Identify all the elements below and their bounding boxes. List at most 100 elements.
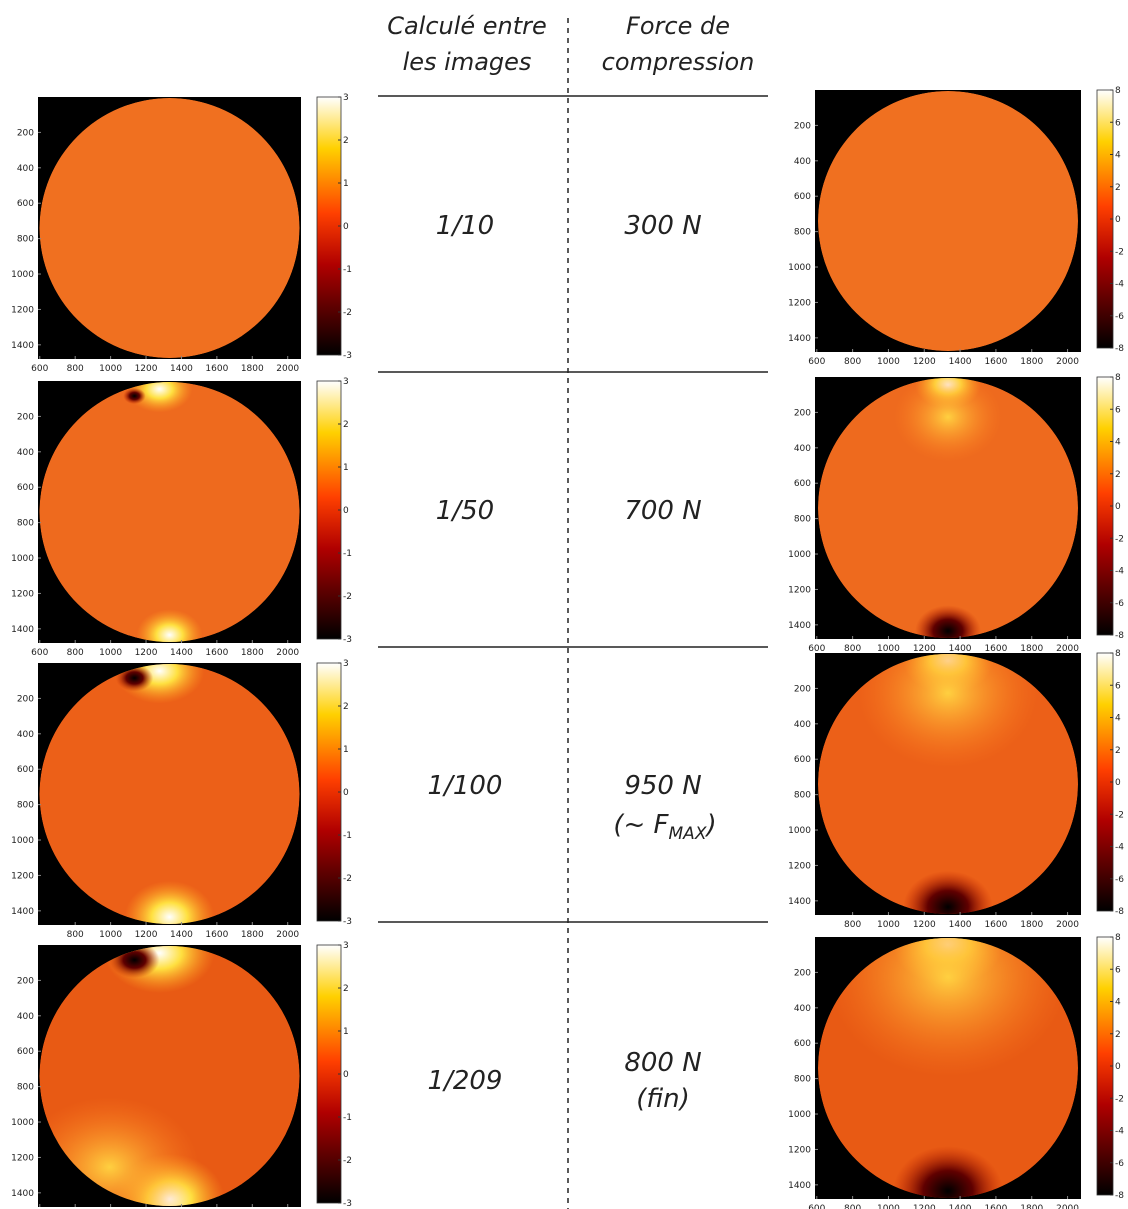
colorbar-tick-label: -4: [1115, 1127, 1124, 1137]
y-tick-label: 600: [794, 479, 811, 489]
y-tick-label: 1200: [788, 1145, 811, 1155]
y-tick-label: 200: [17, 128, 34, 138]
colorbar-tick-label: -4: [1115, 280, 1124, 290]
colorbar-tick-label: 1: [343, 745, 349, 755]
y-tick-label: 200: [794, 408, 811, 418]
hot-spot: [124, 880, 215, 924]
colorbar-tick-label: -8: [1115, 1191, 1124, 1201]
colorbar-tick-label: -3: [343, 351, 352, 361]
x-tick-label: 1200: [913, 920, 936, 930]
x-tick-label: 800: [67, 930, 84, 940]
y-tick-label: 200: [794, 968, 811, 978]
field: [39, 664, 300, 924]
x-tick-label: 800: [844, 920, 861, 930]
x-tick-label: 1400: [170, 930, 193, 940]
x-tick-label: 1400: [170, 364, 193, 374]
colorbar-tick-label: 2: [1115, 746, 1121, 756]
colorbar-tick-label: -2: [343, 874, 352, 884]
x-tick-label: 1800: [1020, 1204, 1043, 1209]
colorbar-tick-label: 0: [1115, 1062, 1121, 1072]
x-tick-label: 1400: [949, 1204, 972, 1209]
x-tick-label: 1200: [913, 1204, 936, 1209]
y-tick-label: 1000: [788, 1110, 811, 1120]
y-tick-label: 1000: [11, 554, 34, 564]
y-tick-label: 800: [794, 228, 811, 238]
x-tick-label: 1600: [984, 644, 1007, 654]
colorbar-tick-label: 4: [1115, 998, 1121, 1008]
y-tick-label: 1200: [11, 305, 34, 315]
colorbar-tick-label: -2: [1115, 534, 1124, 544]
y-tick-label: 800: [794, 1075, 811, 1085]
force-label: 700 N: [624, 496, 701, 526]
y-tick-label: 800: [17, 519, 34, 529]
specimen-disc: [39, 664, 300, 924]
y-tick-label: 200: [17, 694, 34, 704]
warm-zone: [894, 378, 1002, 462]
x-tick-label: 1800: [241, 364, 264, 374]
y-tick-label: 200: [17, 412, 34, 422]
y-tick-label: 800: [17, 1083, 34, 1093]
colorbar-tick-label: -6: [1115, 875, 1124, 885]
heatmap-panel: 200 400 600 800 1000 1200 1400 800 1000 1200 1400 1…: [11, 659, 352, 940]
x-tick-label: 1000: [99, 364, 122, 374]
specimen-disc: [39, 98, 300, 358]
colorbar-tick-label: 6: [1115, 118, 1121, 128]
y-tick-label: 1000: [11, 836, 34, 846]
x-tick-label: 1000: [877, 1204, 900, 1209]
ratio-label: 1/209: [428, 1066, 503, 1096]
note-prefix: (~ F: [613, 810, 669, 840]
colorbar-tick-label: -2: [1115, 1094, 1124, 1104]
y-tick-label: 400: [794, 720, 811, 730]
x-tick-label: 800: [67, 648, 84, 658]
x-tick-label: 600: [808, 1204, 825, 1209]
y-tick-label: 200: [17, 976, 34, 986]
y-tick-label: 800: [794, 791, 811, 801]
y-tick-label: 600: [17, 483, 34, 493]
colorbar-tick-label: 8: [1115, 86, 1121, 96]
colorbar: [316, 944, 342, 1204]
colorbar-tick-label: -1: [343, 831, 352, 841]
x-tick-label: 1600: [984, 920, 1007, 930]
field: [39, 382, 300, 642]
x-tick-label: 1600: [984, 357, 1007, 367]
field: [818, 378, 1078, 638]
heatmap-panel: 2004006008001000120014006008001000120014…: [11, 941, 352, 1209]
x-tick-label: 1000: [99, 930, 122, 940]
field: [818, 938, 1078, 1198]
y-tick-label: 1200: [11, 589, 34, 599]
y-tick-label: 1400: [788, 897, 811, 907]
colorbar-tick-label: 6: [1115, 405, 1121, 415]
colorbar-tick-label: -8: [1115, 344, 1124, 354]
y-tick-label: 1400: [788, 621, 811, 631]
colorbar-tick-label: -3: [343, 917, 352, 927]
x-tick-label: 1000: [99, 648, 122, 658]
x-tick-label: 800: [844, 1204, 861, 1209]
y-tick-label: 1000: [788, 826, 811, 836]
colorbar-tick-label: 2: [343, 420, 349, 430]
x-tick-label: 1000: [877, 357, 900, 367]
x-tick-label: 800: [844, 644, 861, 654]
specimen-disc: [818, 378, 1078, 638]
y-tick-label: 600: [17, 1047, 34, 1057]
x-tick-label: 800: [67, 364, 84, 374]
colorbar-tick-label: 2: [1115, 470, 1121, 480]
y-tick-label: 200: [794, 121, 811, 131]
colorbar-tick-label: 1: [343, 179, 349, 189]
x-tick-label: 600: [808, 644, 825, 654]
specimen-disc: [818, 91, 1078, 351]
column-header: Force de: [626, 12, 730, 40]
force-label: 800 N: [624, 1048, 701, 1078]
column-header: Calculé entre: [387, 12, 547, 40]
y-tick-label: 400: [794, 444, 811, 454]
colorbar-tick-label: 1: [343, 1027, 349, 1037]
colorbar-tick-label: 3: [343, 93, 349, 103]
colorbar-tick-label: 0: [343, 788, 349, 798]
x-tick-label: 2000: [1056, 920, 1079, 930]
ratio-label: 1/50: [436, 496, 494, 526]
x-tick-label: 2000: [276, 930, 299, 940]
colorbar-tick-label: -1: [343, 265, 352, 275]
y-tick-label: 1000: [11, 1118, 34, 1128]
field: [39, 98, 300, 358]
